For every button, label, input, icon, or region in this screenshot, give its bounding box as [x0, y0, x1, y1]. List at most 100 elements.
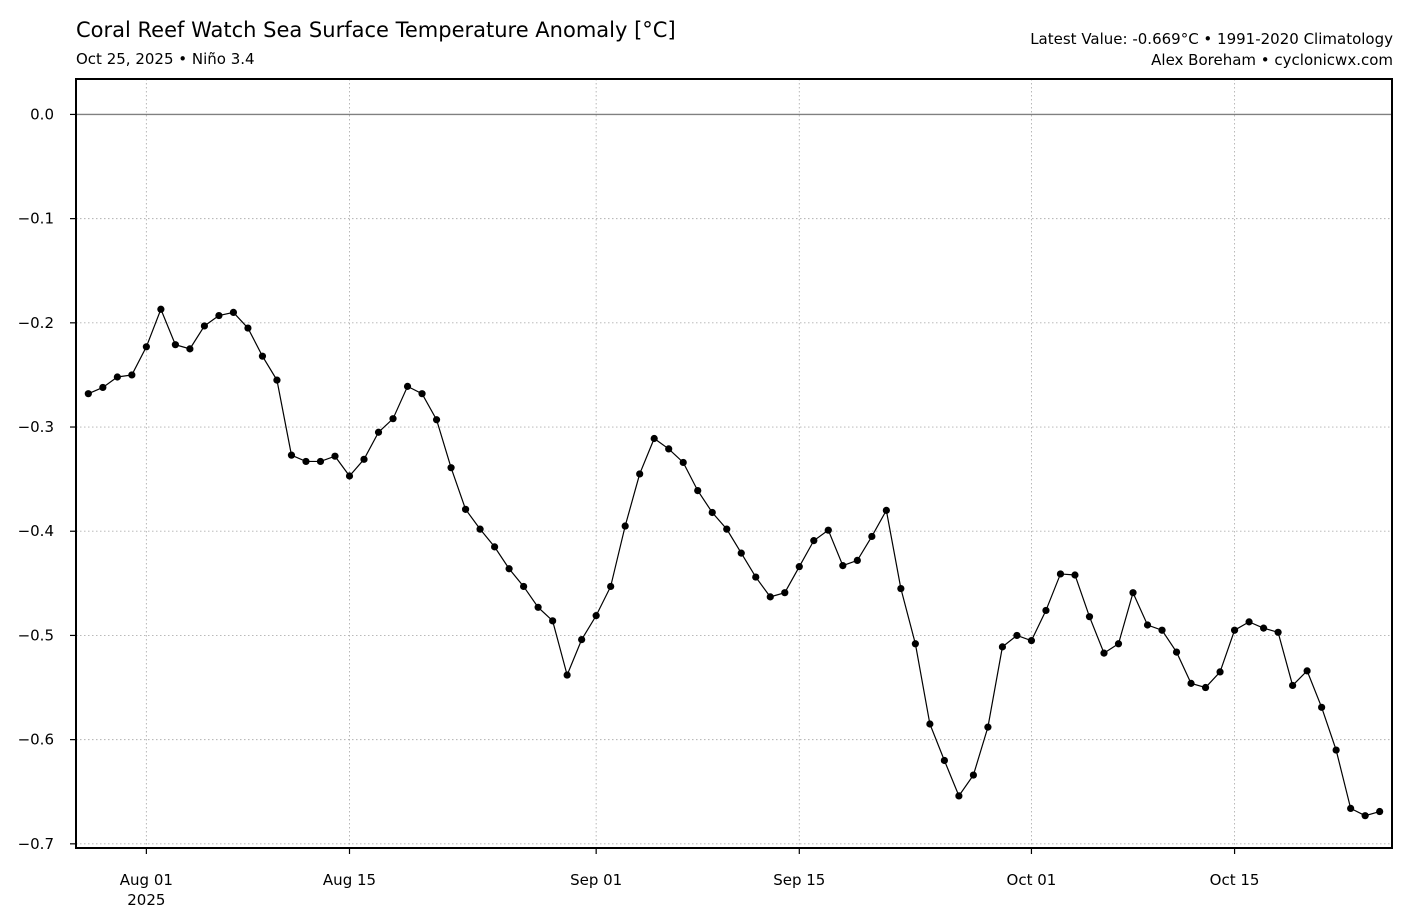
data-point [998, 643, 1007, 651]
chart-info: Latest Value: -0.669°C • 1991-2020 Clima… [1030, 29, 1393, 71]
data-point [345, 472, 354, 480]
data-point [549, 617, 557, 625]
data-point [1332, 746, 1340, 754]
data-point [476, 525, 484, 533]
data-point [926, 720, 934, 728]
data-point [1100, 649, 1108, 657]
data-point [824, 526, 832, 534]
data-point [781, 589, 789, 597]
data-point [607, 582, 615, 591]
data-point [636, 470, 644, 478]
data-point [99, 383, 107, 392]
data-point [287, 451, 296, 459]
data-point [1289, 681, 1297, 690]
data-point [461, 505, 470, 513]
data-point [1085, 613, 1094, 621]
y-tick-label: −0.2 [18, 314, 54, 332]
data-point [1216, 668, 1224, 676]
y-tick-label: −0.3 [18, 418, 54, 436]
data-point [694, 486, 702, 495]
data-point [853, 556, 861, 565]
latest-value-label: Latest Value: -0.669°C • 1991-2020 Clima… [1030, 30, 1393, 48]
data-point [752, 573, 760, 581]
data-point [447, 464, 455, 472]
data-point [418, 390, 426, 398]
data-point [955, 792, 963, 800]
data-point [520, 582, 528, 591]
y-tick-label: −0.5 [18, 626, 54, 644]
data-point [403, 382, 412, 390]
data-point [534, 603, 542, 611]
data-point [142, 343, 150, 351]
data-point [1274, 628, 1282, 636]
data-point [969, 771, 978, 779]
y-tick-label: 0.0 [30, 105, 54, 123]
data-point [258, 352, 267, 360]
data-point [171, 341, 179, 349]
data-point [911, 640, 919, 648]
data-point [84, 390, 92, 398]
data-point [1129, 589, 1137, 597]
data-point [592, 612, 600, 620]
data-point [128, 371, 136, 379]
data-point [882, 506, 890, 514]
data-point [1245, 618, 1253, 626]
data-point [1071, 571, 1079, 579]
y-tick-label: −0.6 [18, 731, 54, 749]
data-point [491, 543, 499, 551]
data-point [389, 415, 397, 423]
data-point [273, 376, 281, 384]
data-point [1201, 683, 1210, 692]
data-point [1114, 640, 1123, 648]
data-point [795, 563, 803, 571]
data-point [302, 457, 310, 466]
x-tick-sublabel: 2025 [127, 891, 165, 909]
data-point [113, 373, 121, 381]
data-point [1056, 570, 1065, 578]
data-point [200, 322, 209, 330]
data-point [229, 308, 238, 317]
data-point [1013, 631, 1021, 640]
data-point [1303, 667, 1311, 675]
data-point [1259, 624, 1268, 632]
data-point [897, 584, 905, 593]
plot-frame [75, 78, 1393, 849]
data-point [940, 756, 948, 765]
data-point [708, 508, 716, 517]
data-point [621, 522, 629, 530]
y-tick-label: −0.1 [18, 210, 54, 228]
data-point [215, 311, 223, 320]
x-tick-label: Oct 15 [1210, 871, 1260, 889]
data-point [244, 324, 252, 332]
data-point [1376, 807, 1384, 816]
x-tick-label: Sep 15 [773, 871, 825, 889]
x-tick-label: Oct 01 [1007, 871, 1057, 889]
data-point [1027, 637, 1036, 645]
x-tick-label: Aug 01 [120, 871, 173, 889]
data-point [1187, 679, 1195, 687]
data-point [839, 562, 847, 570]
data-point [766, 593, 774, 601]
data-point [984, 723, 992, 731]
data-point [1158, 626, 1166, 634]
data-point [505, 565, 513, 573]
x-tick-label: Sep 01 [570, 871, 622, 889]
chart-subtitle: Oct 25, 2025 • Niño 3.4 [76, 50, 255, 68]
data-point [723, 525, 731, 533]
data-point [578, 636, 586, 644]
data-point [1172, 648, 1181, 656]
axes: 0.0 −0.1 −0.2 −0.3 −0.4 −0.5 −0.6 −0.7 Aug 01 202… [18, 78, 1393, 909]
data-point [374, 428, 383, 436]
data-point [665, 445, 673, 453]
data-point [1143, 621, 1152, 629]
data-point [679, 458, 687, 467]
chart-title: Coral Reef Watch Sea Surface Temperature… [76, 18, 676, 42]
data-point [1347, 804, 1355, 813]
data-point [360, 455, 368, 463]
data-point [1361, 812, 1369, 820]
data-point [1318, 703, 1326, 711]
data-point [316, 457, 325, 466]
y-tick-label: −0.7 [18, 835, 54, 853]
data-point [810, 537, 818, 545]
